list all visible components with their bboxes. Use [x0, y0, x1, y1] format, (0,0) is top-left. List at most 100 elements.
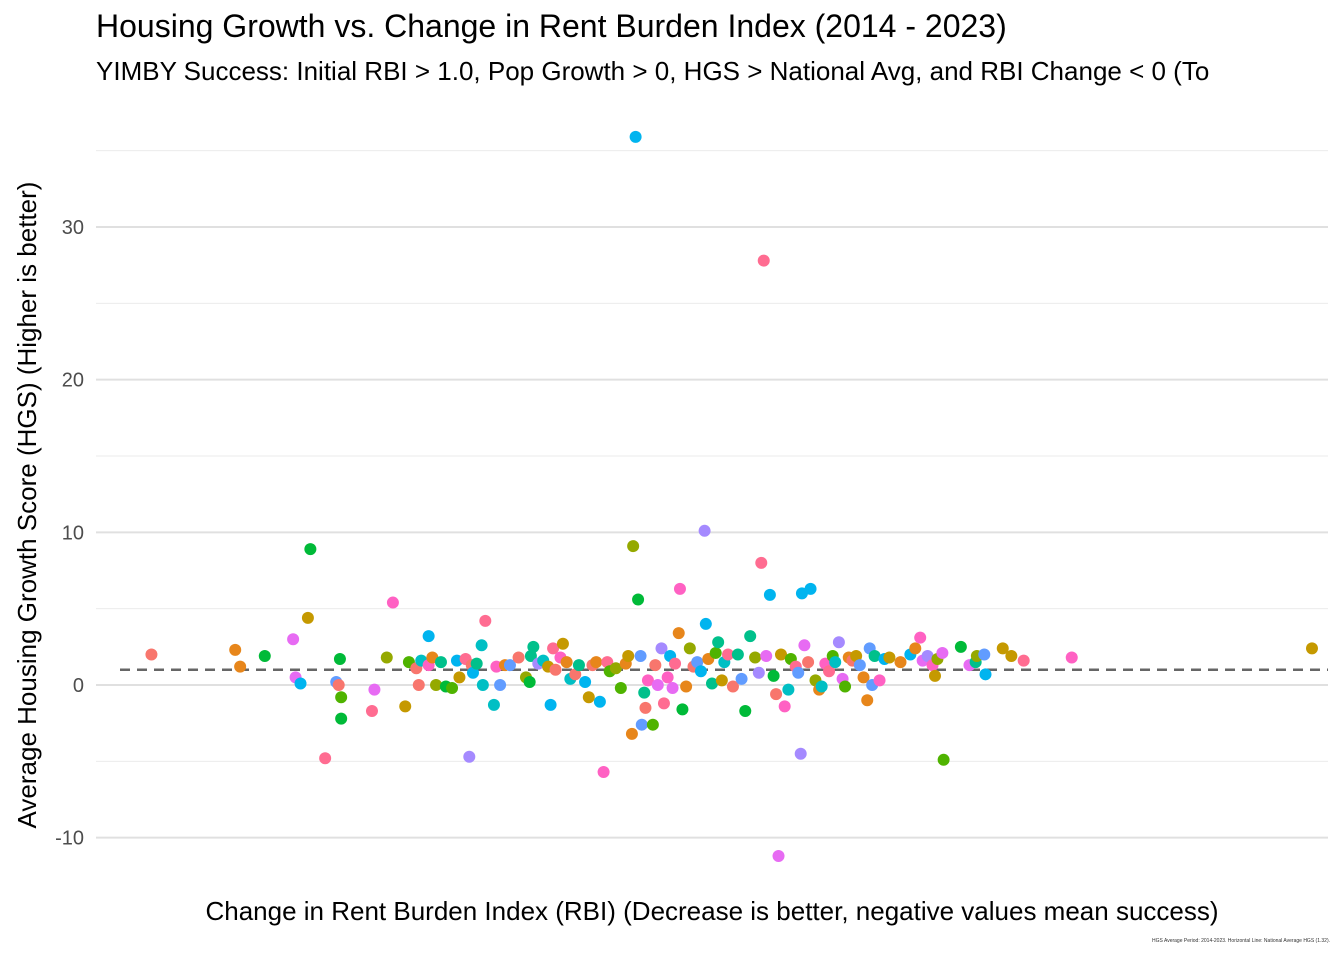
data-point: [782, 683, 795, 696]
data-point: [672, 627, 685, 640]
data-point: [294, 677, 307, 690]
data-point: [646, 718, 659, 731]
data-point: [590, 656, 603, 669]
data-point: [430, 679, 443, 691]
chart-subtitle: YIMBY Success: Initial RBI > 1.0, Pop Gr…: [96, 56, 1210, 86]
data-point: [757, 254, 770, 267]
data-point: [1305, 642, 1318, 655]
chart-caption: HGS Average Period: 2014-2023. Horizonta…: [1152, 938, 1330, 944]
data-point: [229, 643, 242, 656]
data-point: [921, 649, 934, 662]
data-point: [676, 703, 689, 716]
data-point: [479, 614, 492, 627]
data-point: [625, 727, 638, 740]
chart-title: Housing Growth vs. Change in Rent Burden…: [96, 8, 1007, 44]
data-point: [579, 675, 592, 688]
data-point: [475, 639, 488, 652]
data-point: [722, 648, 735, 661]
data-point: [523, 675, 536, 688]
data-point: [1065, 651, 1078, 664]
data-point: [680, 680, 693, 693]
data-point: [332, 679, 345, 691]
data-point: [778, 700, 791, 713]
data-point: [731, 648, 744, 661]
data-point: [815, 680, 828, 693]
data-point: [706, 677, 718, 690]
y-tick-label: -10: [55, 828, 84, 850]
data-point: [772, 849, 785, 862]
data-point: [524, 649, 537, 662]
data-point: [802, 656, 815, 669]
data-point: [873, 674, 886, 687]
data-point: [726, 680, 739, 693]
data-point: [954, 640, 967, 653]
data-point: [883, 651, 896, 664]
data-point: [698, 524, 711, 537]
y-tick-labels: -10 0 10 20 30: [55, 217, 84, 850]
data-point: [712, 636, 725, 649]
data-point: [683, 642, 696, 655]
data-point: [649, 659, 662, 672]
data-point: [850, 649, 863, 662]
data-point: [597, 766, 610, 779]
data-point: [399, 700, 412, 713]
data-point: [301, 611, 314, 624]
data-point: [258, 649, 271, 662]
data-point: [861, 694, 874, 707]
gridlines: [96, 150, 1328, 839]
data-point: [614, 682, 627, 695]
data-point: [365, 704, 378, 717]
data-point: [634, 649, 647, 662]
data-point: [333, 653, 346, 666]
data-point: [304, 543, 317, 556]
data-point: [909, 642, 922, 655]
data-point: [657, 697, 670, 710]
data-point: [635, 718, 648, 731]
data-point: [804, 582, 817, 595]
y-axis-title: Average Housing Growth Score (HGS) (High…: [12, 182, 42, 829]
data-point: [735, 672, 748, 685]
data-point: [487, 698, 500, 711]
data-point: [694, 665, 707, 678]
data-point: [936, 646, 949, 659]
data-point: [673, 582, 686, 595]
data-point: [832, 636, 845, 649]
data-point: [639, 701, 652, 714]
data-point: [638, 686, 651, 699]
data-point: [601, 656, 614, 669]
x-axis-title: Change in Rent Burden Index (RBI) (Decre…: [205, 896, 1218, 926]
data-point: [978, 648, 991, 661]
data-point: [556, 637, 569, 650]
data-point: [739, 704, 752, 717]
data-point: [792, 666, 805, 679]
data-point: [798, 639, 811, 652]
data-point: [829, 656, 842, 669]
data-point: [755, 556, 768, 569]
data-point: [666, 682, 679, 695]
data-point: [1005, 649, 1018, 662]
data-point: [335, 691, 348, 704]
data-point: [937, 753, 950, 766]
data-point: [763, 588, 776, 601]
data-point: [622, 649, 635, 662]
data-point: [928, 669, 941, 682]
data-point: [857, 671, 870, 684]
data-point: [914, 631, 927, 644]
data-point: [744, 630, 757, 643]
data-point: [894, 656, 907, 669]
data-point: [715, 674, 728, 687]
data-point: [434, 656, 447, 669]
data-point: [453, 671, 466, 684]
data-point: [446, 682, 459, 695]
data-point: [560, 656, 573, 669]
data-point: [823, 665, 836, 678]
y-tick-label: 20: [62, 370, 84, 392]
data-point: [1017, 654, 1030, 667]
y-tick-label: 30: [62, 217, 84, 239]
data-point: [868, 649, 881, 662]
data-point: [839, 680, 852, 693]
data-point: [641, 674, 654, 687]
data-point: [287, 633, 300, 646]
y-tick-label: 0: [73, 675, 84, 697]
